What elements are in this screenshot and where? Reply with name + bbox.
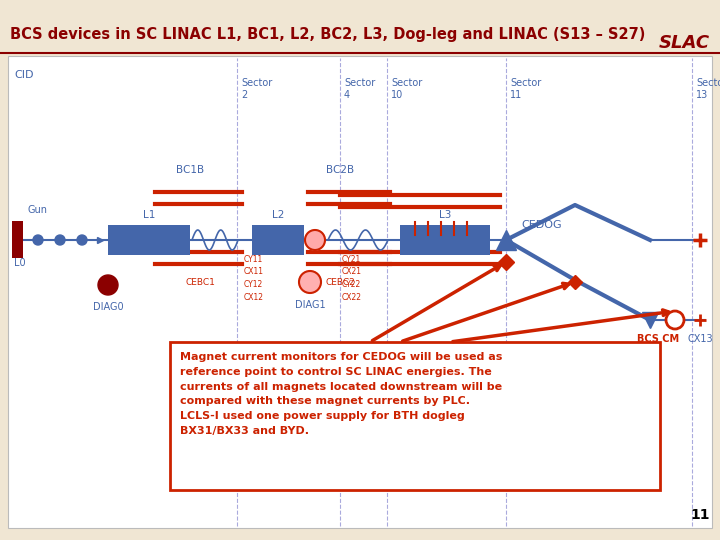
Text: BCS CM: BCS CM: [637, 334, 679, 344]
Bar: [252, 225, 304, 255]
Text: Sector
11: Sector 11: [510, 78, 541, 99]
Text: L1: L1: [143, 210, 156, 220]
Circle shape: [33, 235, 43, 245]
Text: L0: L0: [14, 258, 26, 268]
Text: Sector
13: Sector 13: [696, 78, 720, 99]
Circle shape: [299, 271, 321, 293]
Bar: [170, 342, 660, 490]
Bar: [108, 225, 190, 255]
Circle shape: [305, 230, 325, 250]
Text: Sector
10: Sector 10: [391, 78, 422, 99]
Text: CY11
CX11
CY12
CX12: CY11 CX11 CY12 CX12: [244, 255, 264, 301]
Text: Gun: Gun: [28, 205, 48, 215]
Text: BCS devices in SC LINAC L1, BC1, L2, BC2, L3, Dog-leg and LINAC (S13 – S27): BCS devices in SC LINAC L1, BC1, L2, BC2…: [10, 26, 645, 42]
Bar: [12, 221, 23, 258]
Text: Sector
4: Sector 4: [344, 78, 375, 99]
Circle shape: [77, 235, 87, 245]
Bar: [0, 0, 720, 50]
Text: CEBC1: CEBC1: [185, 278, 215, 287]
Circle shape: [98, 275, 118, 295]
Text: CY21
CX21
CY22
CX22: CY21 CX21 CY22 CX22: [342, 255, 362, 301]
Text: Sector
2: Sector 2: [241, 78, 272, 99]
Text: L3: L3: [438, 210, 451, 220]
Bar: [8, 56, 712, 528]
Text: DIAG1: DIAG1: [294, 300, 325, 310]
Text: BC1B: BC1B: [176, 165, 204, 175]
Text: SLAC: SLAC: [659, 34, 710, 52]
Circle shape: [666, 311, 684, 329]
Text: CID: CID: [14, 70, 34, 80]
Text: 11: 11: [690, 508, 710, 522]
Text: CX13: CX13: [687, 334, 713, 344]
Text: CEBC2: CEBC2: [325, 278, 355, 287]
Bar: [400, 225, 490, 255]
Text: DIAG0: DIAG0: [93, 302, 123, 312]
Text: Magnet current monitors for CEDOG will be used as
reference point to control SC : Magnet current monitors for CEDOG will b…: [180, 352, 503, 436]
Text: BC2B: BC2B: [326, 165, 354, 175]
Circle shape: [55, 235, 65, 245]
Text: L2: L2: [272, 210, 284, 220]
Text: CEDOG: CEDOG: [521, 220, 562, 230]
